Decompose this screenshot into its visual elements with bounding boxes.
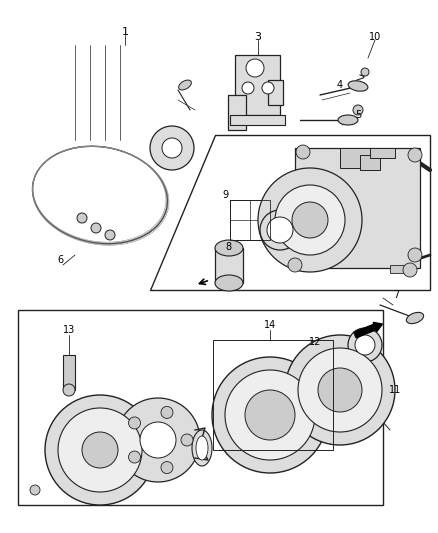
Text: 7: 7 bbox=[393, 290, 399, 300]
Text: 1: 1 bbox=[121, 27, 128, 37]
Circle shape bbox=[140, 422, 176, 458]
Circle shape bbox=[225, 370, 315, 460]
Polygon shape bbox=[150, 135, 430, 290]
Circle shape bbox=[408, 148, 422, 162]
Bar bbox=[370, 148, 395, 158]
Circle shape bbox=[162, 138, 182, 158]
Text: 4: 4 bbox=[337, 80, 343, 90]
Circle shape bbox=[128, 451, 141, 463]
Ellipse shape bbox=[179, 80, 191, 90]
Circle shape bbox=[128, 417, 141, 429]
Circle shape bbox=[408, 248, 422, 262]
Circle shape bbox=[82, 432, 118, 468]
Bar bbox=[215, 248, 243, 283]
Bar bbox=[63, 355, 75, 390]
Circle shape bbox=[161, 407, 173, 418]
Circle shape bbox=[285, 335, 395, 445]
Circle shape bbox=[296, 145, 310, 159]
Circle shape bbox=[105, 230, 115, 240]
Ellipse shape bbox=[215, 275, 243, 291]
Circle shape bbox=[77, 213, 87, 223]
Circle shape bbox=[212, 357, 328, 473]
Circle shape bbox=[262, 82, 274, 94]
Ellipse shape bbox=[406, 312, 424, 324]
Circle shape bbox=[353, 105, 363, 115]
Ellipse shape bbox=[192, 430, 212, 466]
FancyArrow shape bbox=[354, 322, 382, 338]
Circle shape bbox=[355, 335, 375, 355]
Text: 14: 14 bbox=[264, 320, 276, 330]
Bar bbox=[228, 95, 246, 130]
Text: 6: 6 bbox=[57, 255, 63, 265]
Circle shape bbox=[267, 217, 293, 243]
Circle shape bbox=[58, 408, 142, 492]
Circle shape bbox=[242, 82, 254, 94]
Circle shape bbox=[348, 328, 382, 362]
Bar bbox=[340, 148, 370, 168]
Circle shape bbox=[116, 398, 200, 482]
Text: 13: 13 bbox=[63, 325, 75, 335]
Text: 10: 10 bbox=[369, 32, 381, 42]
Ellipse shape bbox=[32, 146, 167, 244]
Bar bbox=[360, 155, 380, 170]
Circle shape bbox=[245, 390, 295, 440]
Bar bbox=[235, 55, 280, 115]
Circle shape bbox=[30, 485, 40, 495]
Circle shape bbox=[298, 348, 382, 432]
Circle shape bbox=[275, 185, 345, 255]
Bar bbox=[18, 310, 383, 505]
Circle shape bbox=[63, 384, 75, 396]
Ellipse shape bbox=[196, 436, 208, 460]
Circle shape bbox=[45, 395, 155, 505]
Circle shape bbox=[258, 168, 362, 272]
Text: 12: 12 bbox=[309, 337, 321, 347]
Text: 8: 8 bbox=[225, 242, 231, 252]
Text: 11: 11 bbox=[389, 385, 401, 395]
Bar bbox=[230, 200, 270, 240]
Ellipse shape bbox=[215, 240, 243, 256]
Text: 3: 3 bbox=[254, 32, 261, 42]
Circle shape bbox=[246, 59, 264, 77]
Circle shape bbox=[181, 434, 193, 446]
Circle shape bbox=[403, 263, 417, 277]
Ellipse shape bbox=[348, 81, 368, 91]
Bar bbox=[390, 265, 410, 273]
Text: 9: 9 bbox=[222, 190, 228, 200]
Circle shape bbox=[361, 68, 369, 76]
Circle shape bbox=[292, 202, 328, 238]
Bar bbox=[295, 148, 420, 268]
Circle shape bbox=[150, 126, 194, 170]
Circle shape bbox=[288, 258, 302, 272]
Bar bbox=[230, 200, 270, 240]
Bar bbox=[268, 80, 283, 105]
Circle shape bbox=[91, 223, 101, 233]
Bar bbox=[213, 340, 333, 450]
Circle shape bbox=[161, 462, 173, 474]
Ellipse shape bbox=[338, 115, 358, 125]
Circle shape bbox=[260, 210, 300, 250]
Circle shape bbox=[318, 368, 362, 412]
Text: 5: 5 bbox=[355, 110, 361, 120]
Bar bbox=[230, 115, 285, 125]
